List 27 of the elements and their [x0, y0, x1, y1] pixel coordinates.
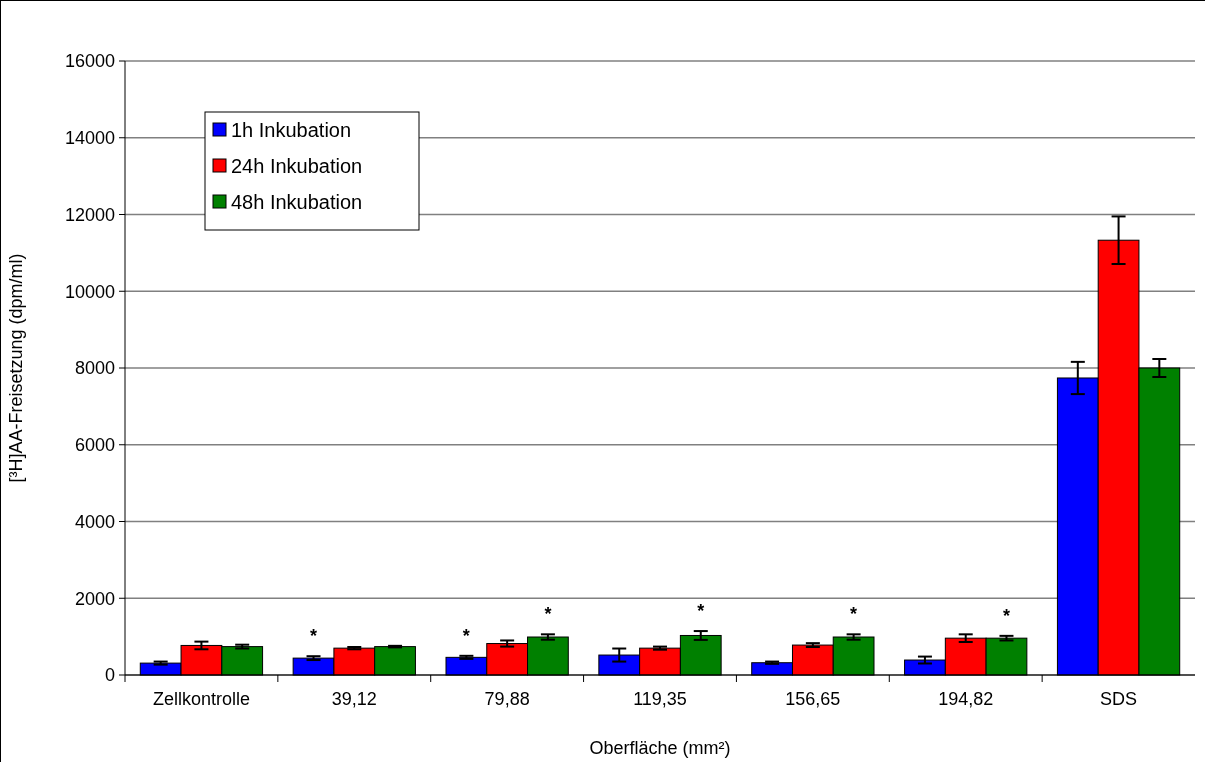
data-label: * [1002, 605, 1010, 626]
legend-label: 24h Inkubation [231, 155, 363, 177]
y-tick-label: 10000 [64, 281, 115, 302]
y-axis-title: [³H]AA-Freisetzung (dpm/ml) [6, 253, 26, 483]
x-tick-label: 79,88 [484, 689, 530, 709]
x-tick-label: Zellkontrolle [152, 689, 250, 709]
x-tick-label: 156,65 [785, 689, 841, 709]
data-label: * [850, 604, 858, 625]
x-tick-label: 194,82 [938, 689, 994, 709]
data-label: * [544, 604, 552, 625]
x-axis-title: Oberfläche (mm²) [589, 738, 731, 758]
legend-label: 1h Inkubation [231, 119, 352, 141]
y-tick-label: 8000 [74, 358, 115, 379]
y-tick-label: 4000 [74, 511, 115, 532]
data-label: * [462, 625, 470, 646]
y-tick-label: 6000 [74, 435, 115, 456]
y-tick-label: 0 [104, 665, 115, 686]
y-tick-label: 14000 [64, 128, 115, 149]
y-tick-label: 12000 [64, 204, 115, 225]
x-tick-label: 119,35 [633, 689, 687, 709]
x-tick-label: SDS [1100, 689, 1138, 709]
legend-label: 48h Inkubation [231, 191, 363, 213]
data-label: * [697, 601, 705, 622]
y-tick-label: 16000 [64, 51, 115, 72]
y-tick-label: 2000 [74, 588, 115, 609]
x-tick-label: 39,12 [331, 689, 377, 709]
data-label: * [310, 626, 318, 647]
